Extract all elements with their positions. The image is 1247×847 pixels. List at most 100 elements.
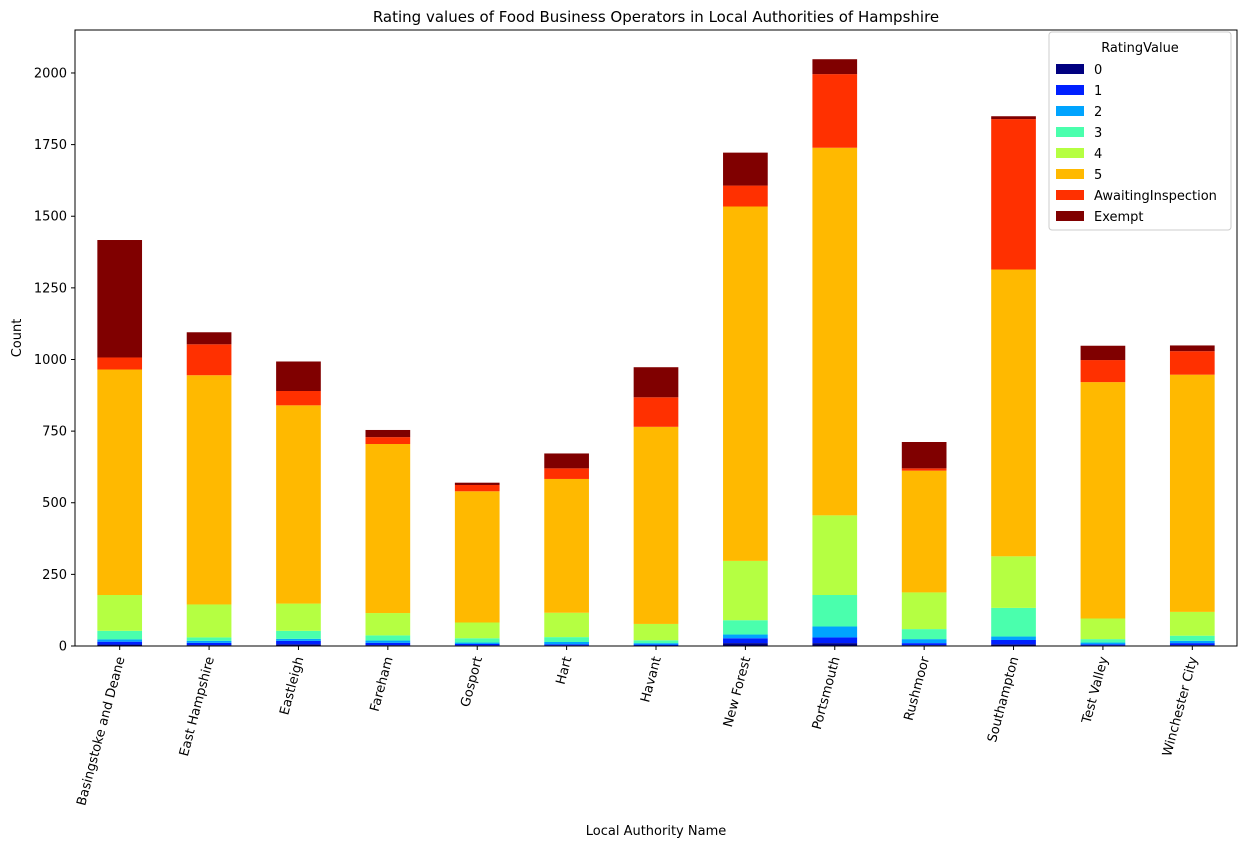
bar-segment — [1080, 642, 1126, 645]
bar-segment — [365, 635, 411, 641]
bar-segment — [991, 636, 1036, 640]
legend-swatch — [1056, 211, 1084, 221]
legend-label: 5 — [1094, 168, 1102, 183]
bar-segment — [276, 638, 321, 641]
bar-segment — [186, 640, 232, 643]
chart-title: Rating values of Food Business Operators… — [373, 8, 939, 26]
x-axis-label: Local Authority Name — [586, 824, 726, 839]
bar-segment — [1080, 618, 1126, 640]
bar-segment — [276, 630, 321, 639]
bar-segment — [991, 644, 1036, 646]
bar-segment — [97, 641, 143, 645]
legend-title: RatingValue — [1101, 41, 1179, 56]
bar-segment — [723, 152, 768, 186]
bar-segment — [901, 592, 947, 630]
bar-segment — [901, 468, 947, 471]
bar-segment — [812, 626, 858, 638]
bar-segment — [1080, 639, 1126, 643]
bar-segment — [901, 629, 947, 640]
bar-segment — [633, 640, 679, 644]
bar-segment — [544, 468, 589, 479]
bar-segment — [1169, 643, 1215, 646]
bar-segment — [633, 367, 679, 398]
x-tick-label: Hart — [554, 655, 576, 686]
bar-segment — [97, 357, 143, 370]
bar-segment — [365, 613, 411, 636]
bar-segment — [991, 607, 1036, 637]
bar-segment — [901, 442, 947, 469]
bar-segment — [97, 595, 143, 631]
x-tick-label: Portsmouth — [810, 655, 844, 731]
y-axis-label: Count — [10, 319, 25, 358]
bar-segment — [1080, 382, 1126, 619]
bar-segment — [723, 643, 768, 646]
bar-segment — [812, 59, 858, 75]
bar-segment — [276, 603, 321, 631]
bar-segment — [633, 623, 679, 641]
bar-segment — [1169, 345, 1215, 352]
bar-segment — [186, 642, 232, 646]
bar-segment — [723, 560, 768, 621]
x-tick-label: Gosport — [458, 655, 486, 709]
bar-segment — [97, 630, 143, 640]
bar-segment — [544, 644, 589, 646]
bar-segment — [454, 622, 500, 639]
bar-segment — [454, 643, 500, 646]
y-ticks-group: 0 250 500 750 1000 1250 1500 1750 2000 — [34, 66, 75, 655]
bar-segment — [186, 637, 232, 641]
bar-segment — [901, 470, 947, 593]
bar-segment — [97, 369, 143, 595]
bar-segment — [186, 604, 232, 638]
bar-segment — [723, 638, 768, 644]
bar-segment — [1169, 374, 1215, 612]
bar-segment — [365, 640, 411, 643]
bar-segment — [186, 375, 232, 605]
x-tick-label: Fareham — [368, 655, 397, 713]
bar-segment — [633, 426, 679, 624]
bar-segment — [991, 116, 1036, 120]
bar-segment — [633, 643, 679, 645]
legend-label: AwaitingInspection — [1094, 189, 1217, 204]
legend-label: 1 — [1094, 84, 1102, 99]
bar-segment — [991, 639, 1036, 645]
y-tick-label: 1000 — [34, 353, 67, 368]
bar-segment — [97, 240, 143, 358]
y-tick-label: 250 — [42, 568, 67, 583]
bar-segment — [454, 482, 500, 485]
bar-segment — [723, 620, 768, 635]
bar-segment — [901, 639, 947, 644]
legend-label: 4 — [1094, 147, 1102, 162]
x-tick-label: Havant — [638, 655, 665, 704]
x-tick-label: Basingstoke and Deane — [74, 655, 128, 807]
legend-swatch — [1056, 127, 1084, 137]
y-tick-label: 500 — [42, 496, 67, 511]
bar-segment — [812, 515, 858, 595]
bar-segment — [1080, 345, 1126, 361]
bars-group — [97, 59, 1215, 646]
legend-label: Exempt — [1094, 210, 1144, 225]
legend-swatch — [1056, 64, 1084, 74]
bar-segment — [544, 612, 589, 638]
bar-segment — [812, 74, 858, 148]
bar-segment — [1169, 635, 1215, 641]
legend-label: 3 — [1094, 126, 1102, 141]
bar-segment — [544, 641, 589, 645]
bar-segment — [812, 643, 858, 646]
y-tick-label: 1500 — [34, 210, 67, 225]
x-tick-label: New Forest — [721, 655, 754, 729]
bar-segment — [723, 634, 768, 639]
bar-segment — [544, 478, 589, 613]
bar-segment — [365, 437, 411, 445]
bar-segment — [1080, 360, 1126, 383]
legend: RatingValue 0 1 2 3 4 5 AwaitingInspection Exem… — [1048, 31, 1232, 231]
y-tick-label: 2000 — [34, 66, 67, 81]
bar-segment — [812, 637, 858, 644]
bar-segment — [365, 642, 411, 646]
x-tick-label: Test Valley — [1079, 655, 1112, 726]
bar-segment — [812, 147, 858, 516]
bar-segment — [991, 119, 1036, 270]
legend-swatch — [1056, 85, 1084, 95]
bar-segment — [276, 644, 321, 646]
legend-items: 0 1 2 3 4 5 AwaitingInspection Exempt — [1056, 63, 1217, 225]
